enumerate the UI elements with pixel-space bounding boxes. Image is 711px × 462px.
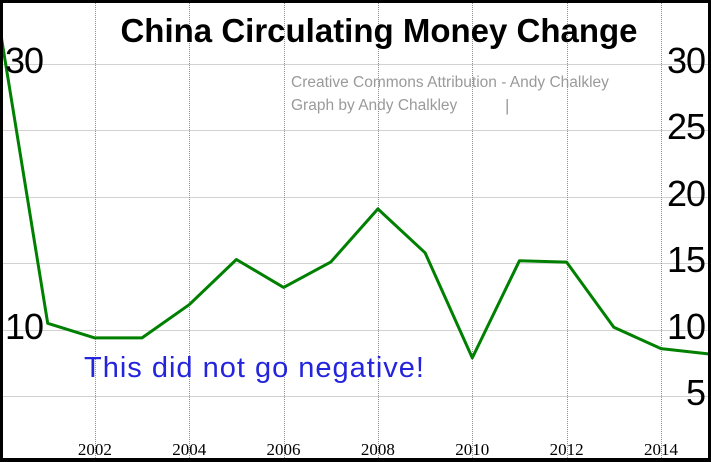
annotation-text: This did not go negative! <box>84 352 425 384</box>
x-axis-label-2012: 2012 <box>549 440 584 459</box>
hgridline-5 <box>0 396 711 398</box>
text-cursor: | <box>505 96 510 115</box>
frame-left <box>0 0 3 462</box>
y-axis-label-right-20: 20 <box>666 172 706 214</box>
attribution-line-1: Creative Commons Attribution - Andy Chal… <box>291 74 609 91</box>
chart-title: China Circulating Money Change <box>120 12 638 49</box>
vgridline-2008 <box>377 0 379 462</box>
y-axis-label-right-25: 25 <box>666 106 706 148</box>
x-axis-label-2002: 2002 <box>77 440 112 459</box>
vgridline-2010 <box>472 0 474 462</box>
y-axis-label-left-10: 10 <box>5 305 44 347</box>
vgridline-2002 <box>94 0 96 462</box>
hgridline-25 <box>0 130 711 132</box>
hgridline-20 <box>0 196 711 198</box>
vgridline-2012 <box>566 0 568 462</box>
y-axis-label-right-5: 5 <box>685 372 706 414</box>
y-axis-label-right-30: 30 <box>666 39 706 81</box>
attribution: Creative Commons Attribution - Andy Chal… <box>291 71 609 117</box>
hgridline-15 <box>0 263 711 265</box>
y-axis-label-right-15: 15 <box>666 239 706 281</box>
vgridline-2014 <box>660 0 662 462</box>
x-axis-label-2014: 2014 <box>643 440 678 459</box>
frame-right <box>708 0 711 462</box>
data-line <box>0 30 710 360</box>
vgridline-2006 <box>283 0 285 462</box>
frame-top <box>0 0 711 3</box>
hgridline-10 <box>0 329 711 331</box>
x-axis-label-2010: 2010 <box>455 440 490 459</box>
x-axis-label-2004: 2004 <box>172 440 207 459</box>
attribution-line-2: Graph by Andy Chalkley <box>291 97 458 114</box>
hgridline-30 <box>0 63 711 65</box>
y-axis-label-right-10: 10 <box>666 305 706 347</box>
x-axis-label-2006: 2006 <box>266 440 301 459</box>
vgridline-2004 <box>189 0 191 462</box>
y-axis-label-left-30: 30 <box>5 39 44 81</box>
x-axis-label-2008: 2008 <box>360 440 395 459</box>
frame-bottom <box>0 458 711 462</box>
